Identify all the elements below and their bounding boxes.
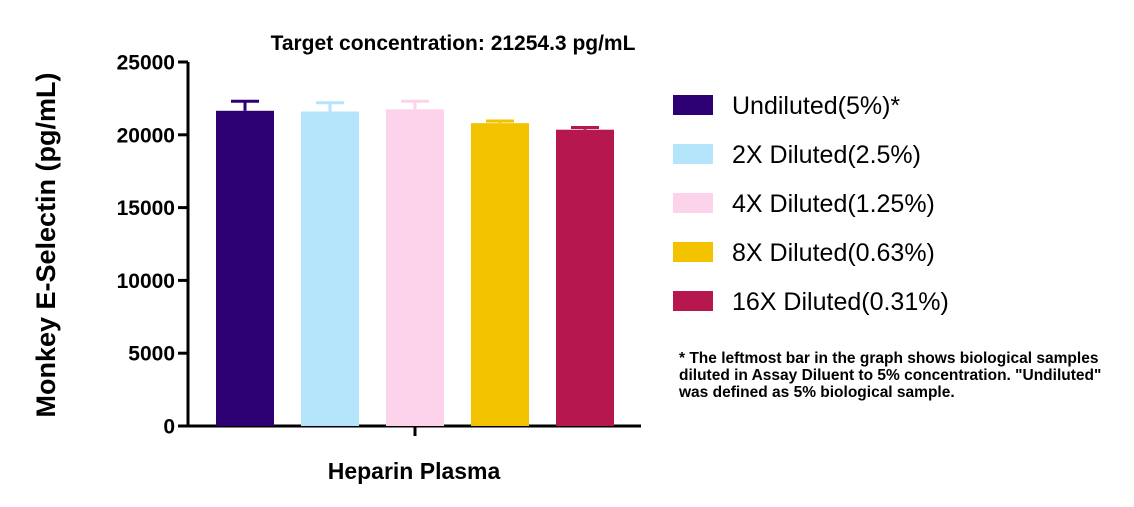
bar xyxy=(216,110,274,426)
legend-swatch xyxy=(673,95,713,115)
bar xyxy=(471,123,529,426)
legend-swatch xyxy=(673,291,713,311)
y-tick-label: 25000 xyxy=(117,52,175,75)
footnote: * The leftmost bar in the graph shows bi… xyxy=(679,350,1102,401)
bar xyxy=(386,109,444,426)
bar xyxy=(301,111,359,426)
y-tick-label: 10000 xyxy=(117,270,175,293)
chart-title: Target concentration: 21254.3 pg/mL xyxy=(271,32,636,55)
legend-swatch xyxy=(673,242,713,262)
y-tick-label: 0 xyxy=(163,416,175,439)
y-tick-label: 5000 xyxy=(128,343,175,366)
x-axis-label: Heparin Plasma xyxy=(328,458,501,484)
bars xyxy=(216,99,614,427)
bar xyxy=(556,129,614,427)
legend-label: 16X Diluted(0.31%) xyxy=(732,288,949,316)
y-tick-label: 15000 xyxy=(117,197,175,220)
legend-swatch xyxy=(673,193,713,213)
legend-swatch xyxy=(673,144,713,164)
legend-label: 2X Diluted(2.5%) xyxy=(732,141,921,169)
legend-label: 8X Diluted(0.63%) xyxy=(732,239,935,267)
y-tick-label: 20000 xyxy=(117,124,175,147)
legend-label: Undiluted(5%)* xyxy=(732,92,900,120)
legend: Undiluted(5%)* 2X Diluted(2.5%) 4X Diluted… xyxy=(673,92,949,316)
y-axis-label: Monkey E-Selectin (pg/mL) xyxy=(31,72,61,417)
legend-label: 4X Diluted(1.25%) xyxy=(732,190,935,218)
